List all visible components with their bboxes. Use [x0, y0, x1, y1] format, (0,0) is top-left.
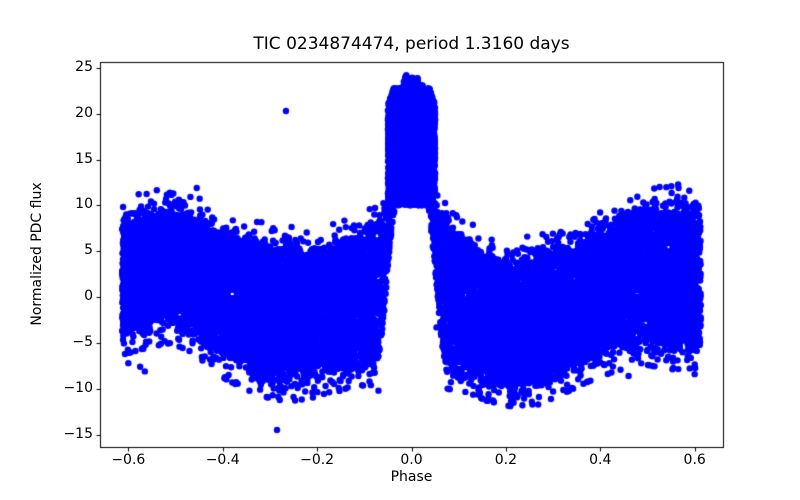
- x-tick-label: 0.4: [589, 452, 612, 468]
- x-tick-label: 0.6: [683, 452, 706, 468]
- y-tick-label: 15: [75, 150, 93, 167]
- y-tick-label: 10: [75, 196, 93, 213]
- x-tick-label: −0.4: [205, 452, 240, 468]
- chart-title: TIC 0234874474, period 1.3160 days: [253, 34, 570, 54]
- x-tick-label: 0.2: [494, 452, 518, 468]
- y-tick-label: −10: [63, 379, 93, 396]
- y-tick-label: −5: [72, 333, 93, 350]
- y-tick-label: 25: [75, 58, 93, 75]
- y-tick-label: 5: [84, 242, 93, 259]
- x-tick-label: 0.0: [400, 452, 423, 468]
- y-tick-label: 20: [75, 104, 93, 121]
- x-tick-label: −0.2: [300, 452, 335, 468]
- y-tick-label: −15: [63, 425, 93, 442]
- x-tick-label: −0.6: [111, 452, 146, 468]
- y-tick-label: 0: [84, 288, 93, 305]
- x-axis-label: Phase: [390, 469, 433, 485]
